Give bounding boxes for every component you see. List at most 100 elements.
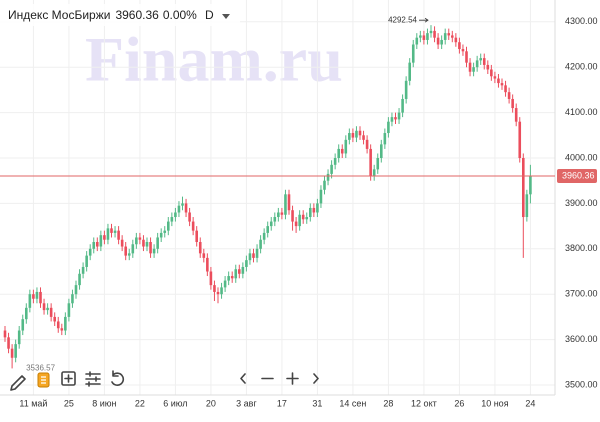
x-tick-label: 31 [312,398,322,408]
candle-body [280,212,284,215]
y-tick-label: 4000.00 [565,152,598,162]
candle-body [255,248,259,258]
candle-body [124,246,127,256]
scroll-right[interactable] [313,373,319,384]
candle-body [284,194,287,215]
candle-body [64,316,67,331]
last-price-label: 3960.36 [562,170,595,180]
candle-body [74,285,78,295]
candle-body [422,35,426,40]
candle-body [60,328,64,331]
candle-body [497,78,500,84]
candle-body [529,175,532,195]
candle-body [184,203,188,213]
candle-body [415,37,419,45]
zoom-in[interactable] [286,372,299,385]
candle-body [369,148,372,177]
x-tick-label: 3 авг [236,398,257,408]
candle-body [269,221,273,227]
reset-tool[interactable] [111,370,125,386]
candle-body [223,280,227,288]
plot-area [0,0,555,395]
candle-body [81,266,85,274]
candle-body [25,307,28,320]
candle-body [67,303,71,317]
candle-body [21,319,25,331]
candle-body [195,230,198,242]
candle-body [383,133,387,145]
x-tick-label: 24 [525,398,535,408]
candle-body [525,194,529,218]
candle-body [142,239,145,247]
candle-body [167,221,170,231]
candle-body [138,237,142,240]
candle-body [387,121,390,134]
candle-body [358,130,362,136]
candle-body [99,235,103,247]
last-price-box [557,168,597,183]
candle-body [181,203,184,206]
candle-body [110,228,113,233]
candle-body [287,194,291,211]
candle-body [380,144,383,158]
candle-body [106,228,110,240]
candle-body [291,210,294,222]
candle-body [397,112,401,120]
candle-body [56,321,60,329]
candle-body [507,92,511,99]
candle-body [518,121,522,158]
candle-body [209,271,213,286]
candle-body [103,235,106,240]
candle-body [120,239,124,247]
candle-body [504,85,507,93]
candle-body [245,260,248,267]
candle-body [408,62,411,81]
candle-body [234,269,238,279]
draw-tool[interactable] [10,375,26,391]
candle-body [316,203,319,213]
candle-body [188,212,191,222]
scroll-left[interactable] [240,373,246,384]
candle-body [88,248,92,256]
candle-body [419,35,422,38]
candle-body [458,42,461,50]
y-tick-label: 3800.00 [565,243,598,253]
y-tick-label: 4300.00 [565,16,598,26]
candle-body [301,214,305,220]
candle-body [117,230,120,240]
candle-body [227,276,230,281]
add-tool[interactable] [61,371,76,386]
candle-body [92,241,96,249]
x-tick-label: 10 ноя [481,398,508,408]
candle-body [113,230,117,233]
candle-body [170,217,174,222]
settings-tool[interactable] [85,371,101,387]
candle-body [500,83,504,86]
candle-body [522,158,525,218]
candle-body [351,133,355,138]
candle-body [486,64,490,70]
header-bg [0,4,240,26]
candle-body [230,276,234,279]
candle-body [426,33,429,40]
candle-body [213,285,216,292]
candle-body [493,76,497,79]
candle-body [362,135,365,140]
candle-body [337,148,340,158]
interval-dropdown[interactable] [222,14,230,19]
toolbar [10,370,319,391]
y-tick-label: 4100.00 [565,107,598,117]
candle-body [312,207,316,213]
x-tick-label: 14 сен [339,398,366,408]
candle-body [447,33,451,36]
candle-body [135,237,138,245]
candle-body [475,60,479,68]
candle-body [472,67,475,72]
candle-body [149,241,152,254]
x-tick-label: 28 [383,398,393,408]
candle-body [376,158,380,170]
candle-body [319,189,323,204]
candle-body [49,307,53,317]
interval[interactable]: D [205,8,214,22]
candle-body [216,291,220,295]
